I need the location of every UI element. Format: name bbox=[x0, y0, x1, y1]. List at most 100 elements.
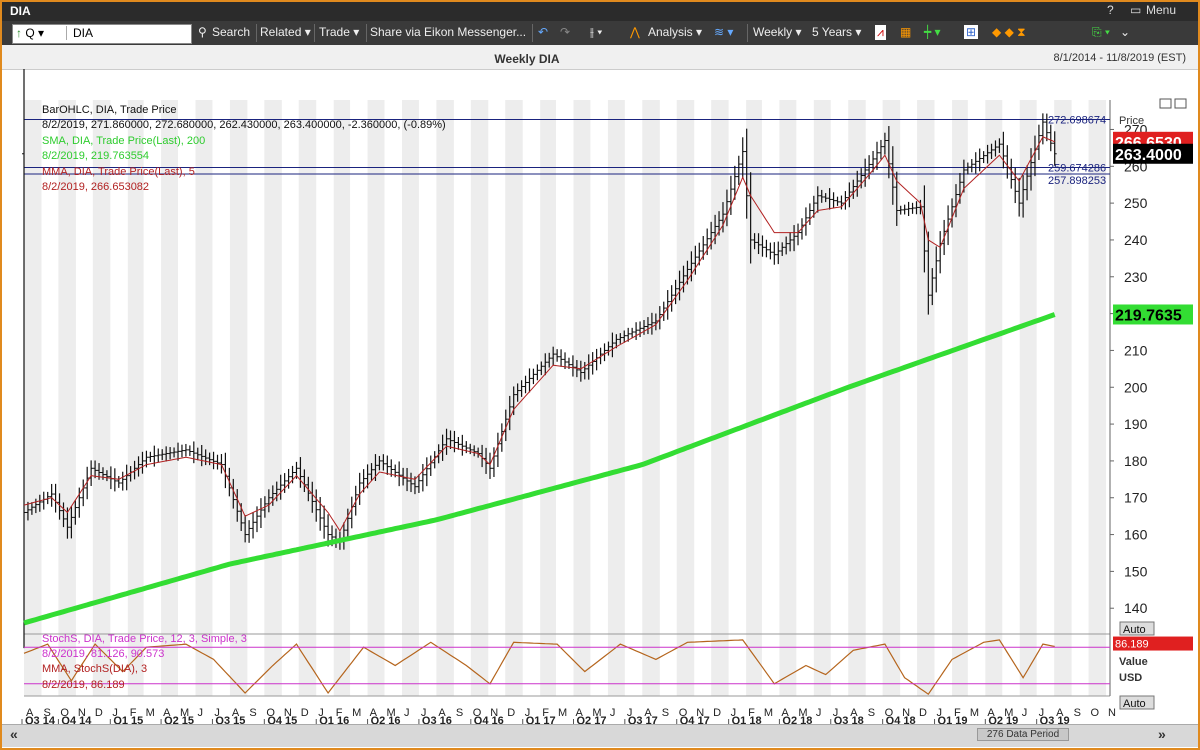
horizontal-level-label: 259.674286 bbox=[1048, 162, 1106, 174]
month-band bbox=[573, 100, 591, 696]
ohlc-bar bbox=[882, 132, 887, 155]
ohlc-bar bbox=[322, 505, 327, 539]
ohlc-bar bbox=[409, 472, 414, 493]
ohlc-bar bbox=[365, 464, 370, 489]
stoch-auto-label: Auto bbox=[1123, 698, 1146, 710]
ohlc-bar bbox=[345, 508, 350, 540]
expand-icon[interactable]: ⌄ bbox=[1120, 25, 1131, 39]
chart-type-icon[interactable]: ⩘ bbox=[875, 25, 886, 40]
y-tick-label: 140 bbox=[1124, 600, 1148, 616]
price-auto-button[interactable] bbox=[1119, 621, 1155, 636]
trade-menu[interactable]: Trade ▾ bbox=[319, 25, 360, 39]
zoom-icon[interactable]: ⊞ bbox=[964, 25, 979, 39]
period-select[interactable]: 5 Years ▾ bbox=[812, 25, 862, 39]
ohlc-bar bbox=[515, 383, 520, 402]
ohlc-bar bbox=[148, 451, 153, 462]
month-tick-label: F bbox=[748, 707, 755, 719]
scroll-bar[interactable]: « 276 Data Period » bbox=[2, 724, 1198, 747]
ohlc-bar bbox=[796, 223, 801, 246]
ohlc-bar bbox=[744, 128, 749, 219]
quarter-label: Q3 18 bbox=[834, 715, 864, 725]
scroll-left-icon[interactable]: « bbox=[10, 726, 18, 742]
month-tick-label: F bbox=[542, 707, 549, 719]
scroll-arrows-icon[interactable]: ◆ ◆ ⧗ bbox=[992, 25, 1026, 39]
month-band bbox=[779, 100, 797, 696]
ohlc-bar bbox=[693, 245, 698, 275]
month-band bbox=[436, 100, 454, 696]
analysis-menu[interactable]: Analysis ▾ bbox=[648, 25, 703, 39]
month-band bbox=[367, 100, 385, 696]
month-tick-label: S bbox=[1074, 707, 1081, 719]
legend-stoch-title: StochS, DIA, Trade Price, 12, 3, Simple,… bbox=[42, 633, 247, 645]
date-range: 8/1/2014 - 11/8/2019 (EST) bbox=[1053, 52, 1187, 64]
ohlc-bar bbox=[369, 463, 374, 481]
ohlc-bar bbox=[823, 193, 828, 203]
ric-prefix-dropdown[interactable]: ↑ Q ▾ bbox=[16, 26, 67, 40]
search-button[interactable]: Search bbox=[212, 25, 251, 39]
ohlc-bar bbox=[389, 459, 394, 477]
month-tick-label: A bbox=[370, 707, 378, 719]
draw-tool-icon[interactable]: ┿ ▾ bbox=[924, 25, 941, 39]
analysis-icon[interactable]: ⋀ bbox=[630, 25, 640, 39]
ohlc-bar bbox=[468, 443, 473, 455]
ohlc-bar bbox=[792, 225, 797, 252]
search-icon[interactable]: ⚲ bbox=[198, 25, 207, 39]
month-tick-label: S bbox=[662, 707, 669, 719]
ohlc-bar bbox=[772, 242, 777, 265]
ohlc-bar bbox=[523, 375, 528, 394]
y-tick-label: 210 bbox=[1124, 342, 1148, 358]
month-tick-label: A bbox=[232, 707, 240, 719]
quarter-label: Q1 15 bbox=[113, 715, 143, 725]
restore-icon[interactable]: ▭ bbox=[1130, 3, 1142, 17]
ohlc-bar bbox=[677, 270, 682, 301]
chart-title: Weekly DIA bbox=[494, 52, 560, 66]
ohlc-bar bbox=[606, 341, 611, 356]
ohlc-bar bbox=[385, 455, 390, 475]
quarter-label: Q4 15 bbox=[267, 715, 297, 725]
ohlc-bar bbox=[630, 327, 635, 339]
redo-icon[interactable]: ↷ bbox=[560, 25, 571, 39]
month-tick-label: J bbox=[404, 707, 410, 719]
menu-button[interactable]: Menu bbox=[1146, 3, 1177, 17]
crosshair-tool-icon[interactable]: ⫲ ▾ bbox=[590, 25, 603, 39]
ohlc-bar bbox=[622, 330, 627, 343]
ric-input-box[interactable]: ↑ Q ▾ DIA bbox=[12, 24, 192, 44]
ohlc-bar bbox=[81, 479, 86, 507]
related-menu[interactable]: Related ▾ bbox=[260, 25, 311, 39]
legend-stoch-mma-title: MMA, StochS(DIA), 3 bbox=[42, 663, 147, 675]
ohlc-bar bbox=[776, 241, 781, 265]
quarter-label: Q1 18 bbox=[732, 715, 762, 725]
help-icon[interactable]: ? bbox=[1107, 3, 1114, 17]
studies-icon[interactable]: ≋ ▾ bbox=[714, 25, 734, 39]
ohlc-bar bbox=[811, 195, 816, 218]
panel-controls[interactable] bbox=[1159, 98, 1187, 109]
legend-stoch-value: 8/2/2019, 81.126, 90.573 bbox=[42, 648, 164, 660]
chart-style-icon[interactable]: ▦ bbox=[900, 25, 912, 39]
quarter-label: Q1 16 bbox=[319, 715, 349, 725]
ric-input[interactable]: DIA bbox=[73, 26, 94, 40]
month-tick-label: O bbox=[679, 707, 688, 719]
month-band bbox=[711, 100, 729, 696]
quarter-label: Q3 16 bbox=[422, 715, 452, 725]
scroll-right-icon[interactable]: » bbox=[1158, 726, 1166, 742]
ohlc-bar bbox=[460, 434, 465, 456]
ohlc-bar bbox=[788, 232, 793, 252]
ohlc-bar bbox=[570, 355, 575, 377]
stoch-value-label: Value bbox=[1119, 656, 1148, 668]
ohlc-bar bbox=[172, 447, 177, 458]
svg-text:263.4000: 263.4000 bbox=[1115, 147, 1182, 164]
quarter-label: Q4 18 bbox=[886, 715, 916, 725]
share-button[interactable]: Share via Eikon Messenger... bbox=[370, 25, 527, 39]
ohlc-bar bbox=[610, 332, 615, 358]
stoch-auto-button[interactable] bbox=[1119, 695, 1155, 710]
ohlc-bar bbox=[922, 185, 927, 273]
export-icon[interactable]: ⎘ ▾ bbox=[1092, 25, 1110, 39]
month-band bbox=[1019, 100, 1037, 696]
month-tick-label: J bbox=[731, 707, 737, 719]
ohlc-bar bbox=[100, 467, 105, 480]
month-tick-label: F bbox=[954, 707, 961, 719]
interval-select[interactable]: Weekly ▾ bbox=[753, 25, 802, 39]
month-tick-label: N bbox=[490, 707, 498, 719]
undo-icon[interactable]: ↶ bbox=[538, 25, 549, 39]
